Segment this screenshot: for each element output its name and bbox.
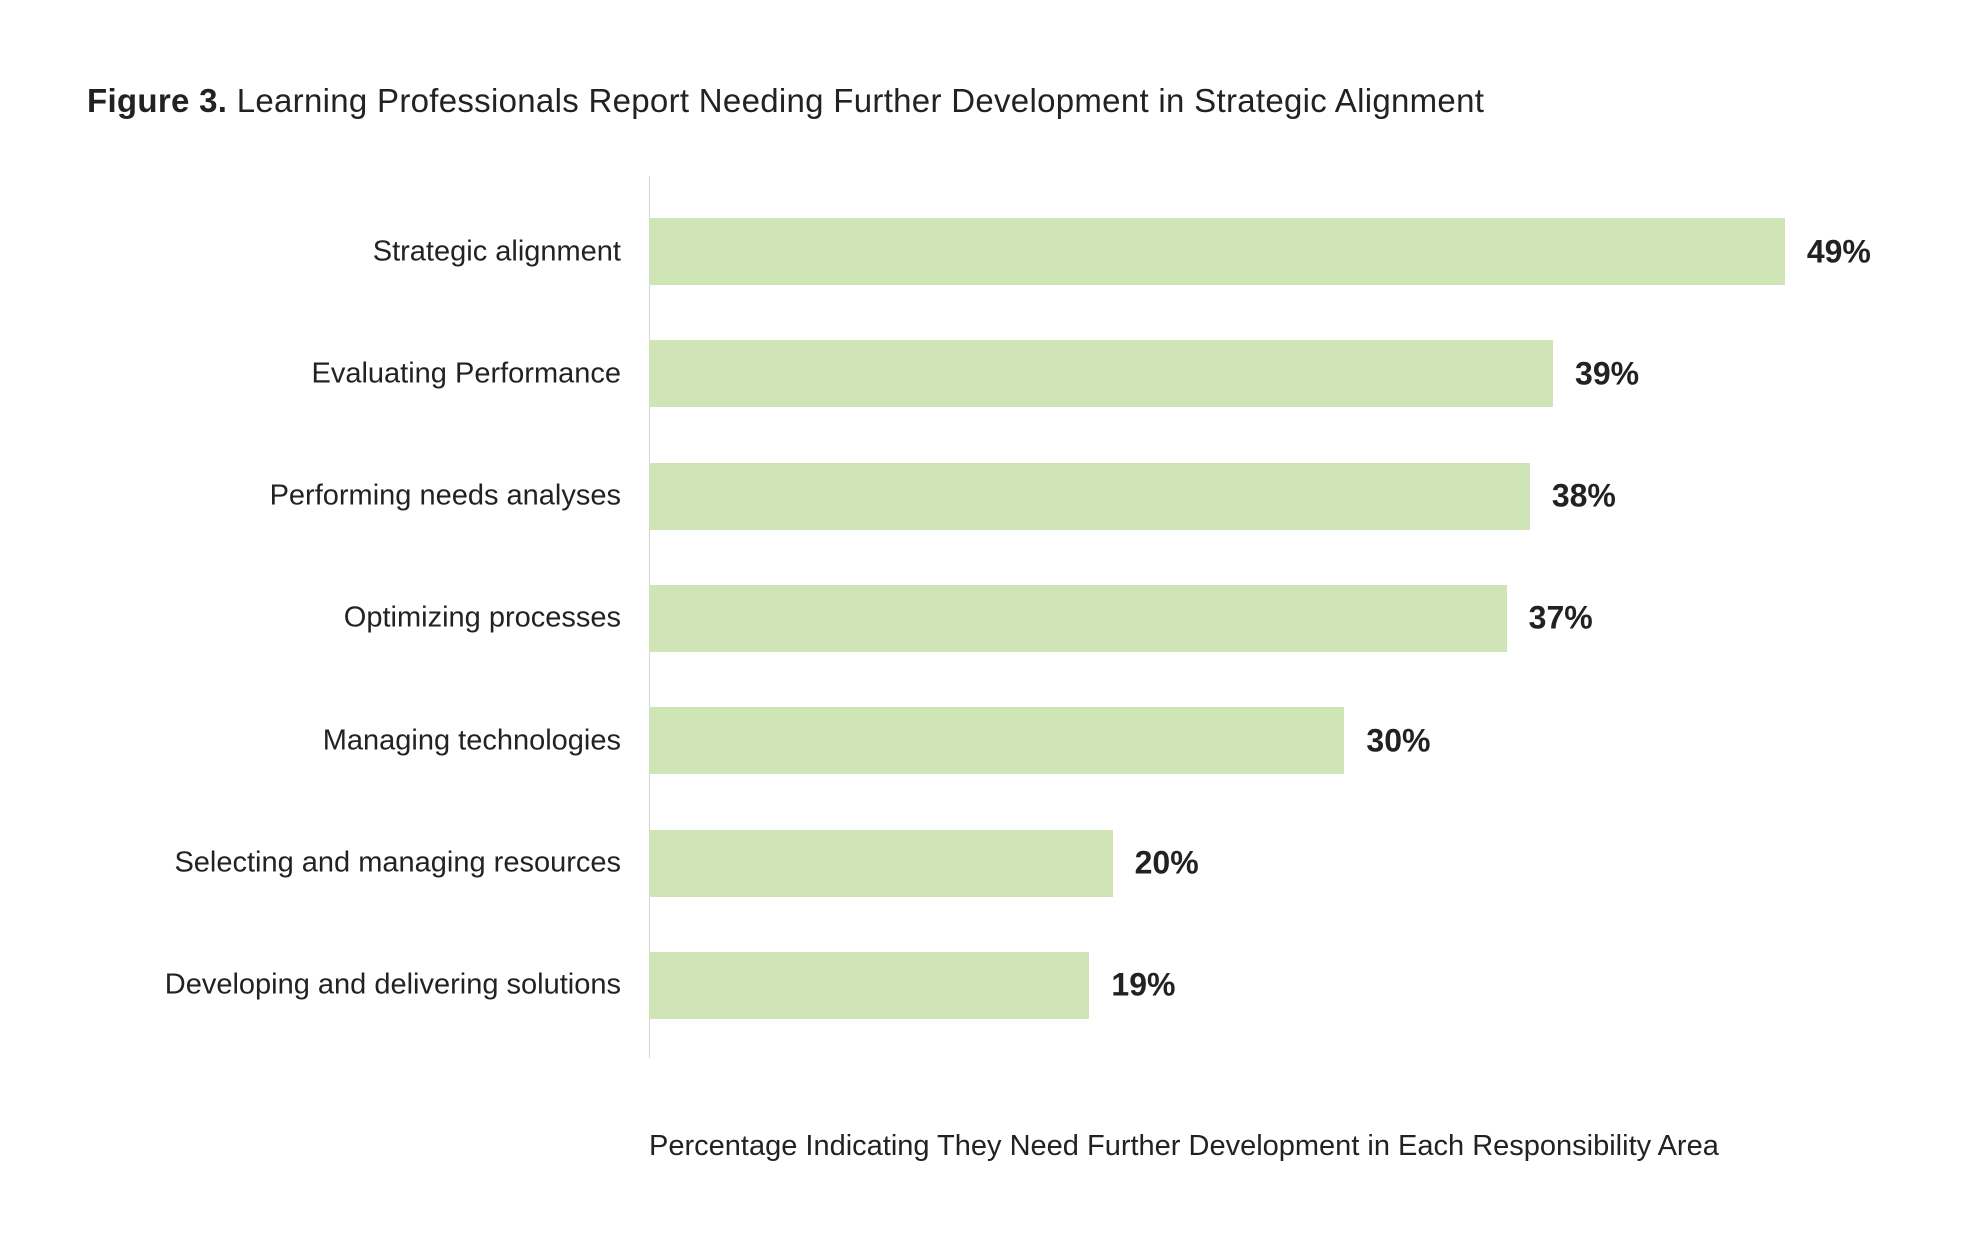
bar bbox=[649, 340, 1554, 408]
value-label: 20% bbox=[1134, 844, 1199, 881]
bar bbox=[649, 707, 1345, 775]
x-axis-label: Percentage Indicating They Need Further … bbox=[649, 1130, 1719, 1162]
bar bbox=[649, 584, 1507, 652]
value-label: 49% bbox=[1806, 233, 1871, 269]
figure-number: Figure 3. bbox=[87, 82, 228, 119]
bar bbox=[649, 462, 1530, 530]
chart-title: Figure 3. Learning Professionals Report … bbox=[87, 82, 1484, 120]
category-label: Selecting and managing resources bbox=[174, 846, 621, 879]
category-label: Optimizing processes bbox=[343, 601, 621, 634]
value-label: 37% bbox=[1528, 599, 1593, 636]
value-label: 38% bbox=[1551, 477, 1616, 514]
value-label: 30% bbox=[1366, 722, 1431, 759]
category-label: Evaluating Performance bbox=[311, 357, 622, 390]
bar bbox=[649, 951, 1090, 1019]
bar bbox=[649, 829, 1113, 897]
category-label: Strategic alignment bbox=[372, 235, 621, 267]
value-label: 39% bbox=[1575, 355, 1640, 392]
value-label: 19% bbox=[1111, 966, 1176, 1003]
category-label: Developing and delivering solutions bbox=[164, 968, 621, 1001]
category-label: Managing technologies bbox=[322, 724, 621, 757]
title-text: Learning Professionals Report Needing Fu… bbox=[236, 82, 1485, 119]
bar bbox=[649, 218, 1785, 285]
category-label: Performing needs analyses bbox=[269, 479, 621, 512]
